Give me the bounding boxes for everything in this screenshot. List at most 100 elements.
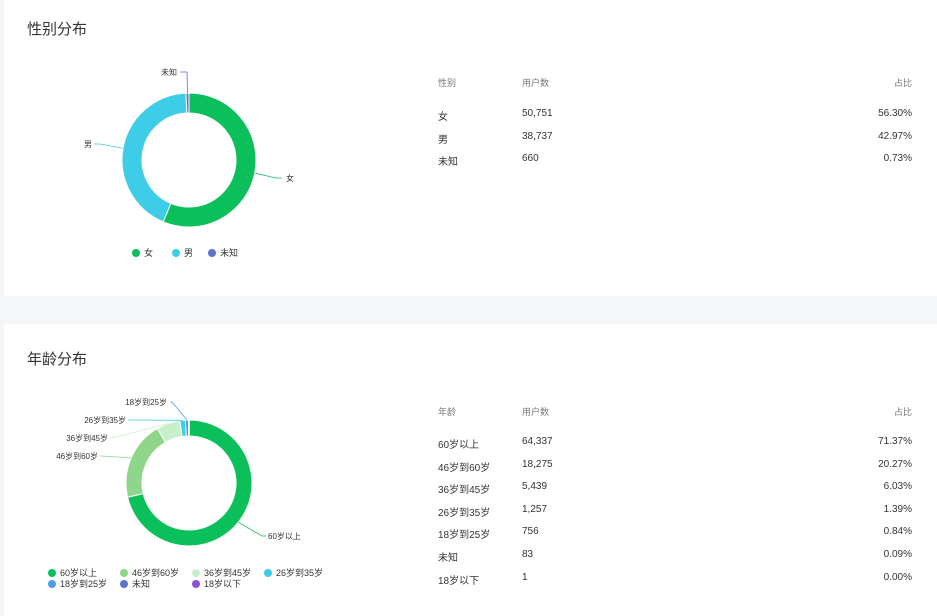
legend-item[interactable]: 未知 <box>208 246 238 259</box>
row-label: 60岁以上 <box>438 440 480 451</box>
leader-line <box>238 521 266 537</box>
donut-slice[interactable] <box>121 92 188 223</box>
slice-label: 36岁到45岁 <box>66 433 108 443</box>
age-legend: 60岁以上 46岁到60岁 36岁到45岁 26岁到35岁 18岁到25岁 未知 18岁以下 <box>48 566 348 596</box>
legend-item[interactable]: 18岁到25岁 <box>48 577 107 590</box>
row-label: 18岁到25岁 <box>438 530 491 542</box>
row-label: 男 <box>438 134 448 146</box>
legend-label: 60岁以上 <box>60 568 98 578</box>
row-count: 1 <box>522 571 528 583</box>
gender-panel: 性别分布 女男未知 女男未知 性别 用户数 占比 女 50,751 56.30%… <box>4 0 937 296</box>
age-panel: 年龄分布 60岁以上 46岁到60岁 36岁到45岁 26岁到35岁 18岁到25岁 6… <box>4 324 937 616</box>
header-user-count: 用户数 <box>522 78 550 88</box>
legend-label: 女 <box>144 248 154 258</box>
table-row: 女 50,751 56.30% <box>436 108 912 131</box>
row-count: 83 <box>522 548 534 560</box>
legend-label: 36岁到45岁 <box>204 568 252 578</box>
age-donut-chart: 60岁以上 46岁到60岁 36岁到45岁 26岁到35岁 18岁到25岁 <box>56 397 301 547</box>
row-label: 26岁到35岁 <box>438 507 491 519</box>
table-row: 18岁到25岁 756 0.84% <box>436 526 912 549</box>
legend-label: 18岁到25岁 <box>60 579 108 589</box>
row-label: 未知 <box>438 157 458 169</box>
row-count: 1,257 <box>522 503 548 515</box>
donut-slice[interactable] <box>125 427 167 498</box>
legend-item[interactable]: 未知 <box>120 577 150 590</box>
table-row: 36岁到45岁 5,439 6.03% <box>436 481 912 504</box>
slice-label: 男 <box>84 140 92 149</box>
row-count: 756 <box>522 526 539 538</box>
table-row: 未知 660 0.73% <box>436 153 912 176</box>
row-pct: 56.30% <box>878 108 912 119</box>
legend-dot-icon <box>192 579 200 588</box>
row-label: 36岁到45岁 <box>438 485 491 497</box>
gender-donut-chart: 女 男 未知 <box>84 67 294 228</box>
slice-label: 26岁到35岁 <box>84 415 126 425</box>
gender-legend: 女 男 未知 <box>132 246 332 260</box>
row-label: 未知 <box>438 552 458 564</box>
legend-dot-icon <box>192 568 200 577</box>
table-row: 46岁到60岁 18,275 20.27% <box>436 459 912 482</box>
row-count: 50,751 <box>522 108 553 119</box>
age-table-header: 年龄 用户数 占比 <box>436 405 912 423</box>
table-row: 男 38,737 42.97% <box>436 131 912 154</box>
leader-line <box>100 455 132 459</box>
slice-label: 46岁到60岁 <box>56 451 98 461</box>
row-pct: 1.39% <box>883 503 912 515</box>
legend-label: 男 <box>184 248 194 258</box>
row-count: 5,439 <box>522 481 548 493</box>
legend-item[interactable]: 女 <box>132 246 153 259</box>
legend-label: 未知 <box>132 579 151 589</box>
legend-label: 46岁到60岁 <box>132 568 180 578</box>
leader-line <box>110 423 169 439</box>
row-pct: 0.73% <box>883 153 912 165</box>
legend-item[interactable]: 36岁到45岁 <box>192 566 251 579</box>
legend-dot-icon <box>120 568 128 577</box>
row-pct: 0.84% <box>883 526 912 538</box>
donut-slice[interactable] <box>162 92 257 228</box>
legend-dot-icon <box>264 568 272 577</box>
row-pct: 6.03% <box>883 481 912 493</box>
leader-line <box>170 401 188 421</box>
header-user-count: 用户数 <box>522 407 550 417</box>
legend-item[interactable]: 46岁到60岁 <box>120 566 179 579</box>
row-label: 女 <box>438 112 448 123</box>
leader-line <box>180 71 188 94</box>
legend-item[interactable]: 26岁到35岁 <box>264 566 323 579</box>
slice-label: 18岁到25岁 <box>125 397 167 407</box>
row-count: 18,275 <box>522 458 553 470</box>
header-age: 年龄 <box>438 407 457 417</box>
row-label: 46岁到60岁 <box>438 462 491 474</box>
row-label: 18岁以下 <box>438 575 480 587</box>
slice-label: 女 <box>286 173 294 183</box>
header-ratio: 占比 <box>893 407 912 417</box>
legend-label: 18岁以下 <box>204 579 242 589</box>
donut-slice[interactable] <box>127 419 253 547</box>
row-pct: 0.09% <box>883 548 912 560</box>
row-pct: 71.37% <box>878 436 912 447</box>
legend-dot-icon <box>48 568 56 577</box>
row-pct: 0.00% <box>883 571 912 583</box>
table-row: 18岁以下 1 0.00% <box>436 572 912 595</box>
gender-panel-title: 性别分布 <box>27 21 88 38</box>
row-pct: 42.97% <box>878 130 912 142</box>
legend-dot-icon <box>132 248 140 257</box>
legend-item[interactable]: 60岁以上 <box>48 566 97 579</box>
header-gender: 性别 <box>438 78 457 88</box>
legend-item[interactable]: 男 <box>172 246 193 259</box>
header-ratio: 占比 <box>893 78 912 88</box>
table-row: 未知 83 0.09% <box>436 549 912 572</box>
gender-table: 性别 用户数 占比 女 50,751 56.30% 男 38,737 42.97… <box>436 76 912 176</box>
legend-dot-icon <box>208 248 216 257</box>
row-count: 660 <box>522 153 539 165</box>
legend-label: 26岁到35岁 <box>276 568 324 578</box>
row-count: 64,337 <box>522 436 553 447</box>
slice-label: 未知 <box>161 67 177 77</box>
legend-dot-icon <box>120 579 128 588</box>
legend-item[interactable]: 18岁以下 <box>192 577 241 590</box>
age-table: 年龄 用户数 占比 60岁以上 64,337 71.37% 46岁到60岁 18… <box>436 405 912 594</box>
leader-line <box>254 172 282 179</box>
donut-slice[interactable] <box>185 92 190 114</box>
legend-label: 未知 <box>220 248 239 258</box>
slice-label: 60岁以上 <box>268 531 301 541</box>
row-count: 38,737 <box>522 130 553 142</box>
